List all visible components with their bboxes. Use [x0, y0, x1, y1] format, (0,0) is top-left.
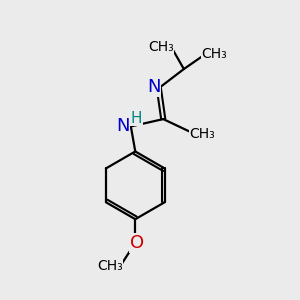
- Text: N: N: [147, 78, 160, 96]
- Text: CH₃: CH₃: [97, 259, 122, 273]
- Text: CH₃: CH₃: [190, 127, 215, 141]
- Text: H: H: [130, 111, 142, 126]
- Text: CH₃: CH₃: [148, 40, 174, 54]
- Text: CH₃: CH₃: [201, 47, 227, 61]
- Text: O: O: [130, 234, 144, 252]
- Text: N: N: [116, 117, 129, 135]
